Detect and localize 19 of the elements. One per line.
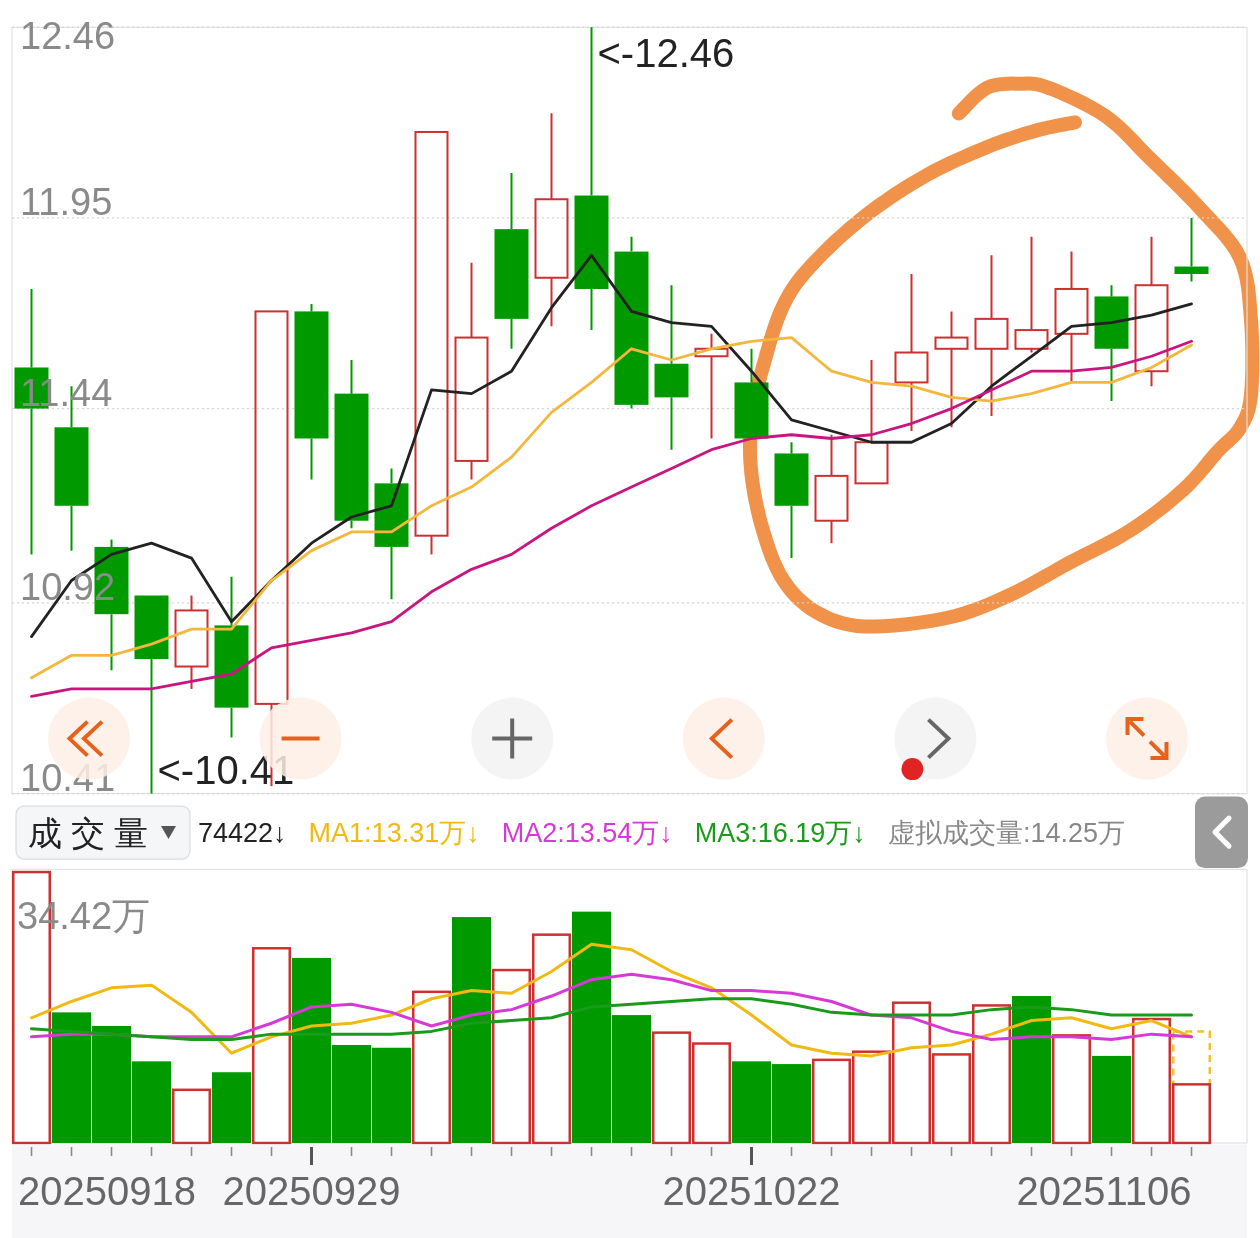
bar: [452, 917, 491, 1143]
x-tick-label: 20251022: [662, 1169, 841, 1213]
y-tick-label: 10.41: [20, 756, 116, 799]
text: 虚拟成交量:14.25万: [887, 818, 1125, 849]
x-tick-label: 20250929: [222, 1169, 401, 1213]
bar: [1092, 1055, 1131, 1143]
text: MA1:13.31万↓: [308, 818, 480, 849]
text: MA3:16.19万↓: [694, 818, 866, 849]
text: 20251106: [1016, 1169, 1192, 1213]
y-tick-label: 11.95: [20, 180, 113, 223]
text: 74422↓: [198, 818, 287, 849]
text: 20250918: [18, 1169, 196, 1213]
y-tick-label: 12.46: [20, 15, 116, 58]
bar: [212, 1072, 251, 1143]
annotation: <-12.46: [597, 31, 735, 76]
text: MA2:13.54万↓: [501, 818, 673, 849]
annotation: <-10.41: [157, 747, 295, 792]
bar: [1012, 996, 1051, 1143]
chart-title: 成交量: [28, 814, 157, 853]
